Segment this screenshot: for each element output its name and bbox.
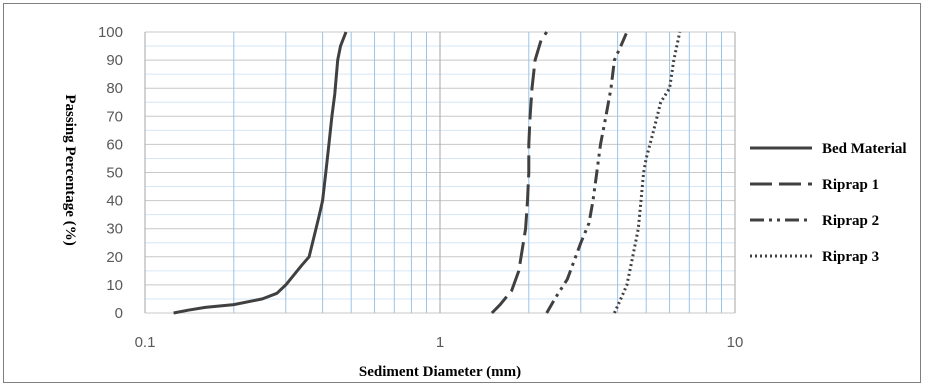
y-tick-label: 20 <box>106 249 123 266</box>
legend-label-2: Riprap 1 <box>822 177 879 193</box>
y-tick-label: 70 <box>106 108 123 125</box>
legend-label-1: Bed Material <box>822 141 907 157</box>
x-tick-label: 1 <box>436 334 444 351</box>
series-line-riprap-2 <box>545 31 629 314</box>
x-axis-label: Sediment Diameter (mm) <box>359 364 521 380</box>
series-lines <box>173 31 682 315</box>
y-tick-label: 10 <box>106 277 123 294</box>
x-tick-label: 10 <box>727 334 744 351</box>
series-line-riprap-3 <box>613 31 682 314</box>
legend-label-4: Riprap 3 <box>822 249 879 265</box>
y-tick-labels: 0 10 20 30 40 50 60 70 80 90 100 <box>98 24 123 322</box>
y-tick-label: 0 <box>115 305 123 322</box>
series-line-riprap-1 <box>490 31 548 315</box>
y-tick-label: 50 <box>106 165 123 182</box>
chart-frame <box>3 3 921 383</box>
x-tick-labels: 0.1 1 10 <box>135 334 744 351</box>
y-tick-label: 80 <box>106 80 123 97</box>
grid-lines <box>144 31 736 314</box>
series-line-bed-material <box>173 31 348 315</box>
legend: Bed Material Riprap 1 Riprap 2 Riprap 3 <box>750 141 907 265</box>
y-axis-label: Passing Percentage (%) <box>62 94 78 245</box>
y-tick-label: 40 <box>106 193 123 210</box>
y-tick-label: 60 <box>106 136 123 153</box>
y-tick-label: 90 <box>106 52 123 69</box>
legend-label-3: Riprap 2 <box>822 213 879 229</box>
y-tick-label: 30 <box>106 221 123 238</box>
x-tick-label: 0.1 <box>135 334 156 351</box>
y-tick-label: 100 <box>98 24 123 41</box>
